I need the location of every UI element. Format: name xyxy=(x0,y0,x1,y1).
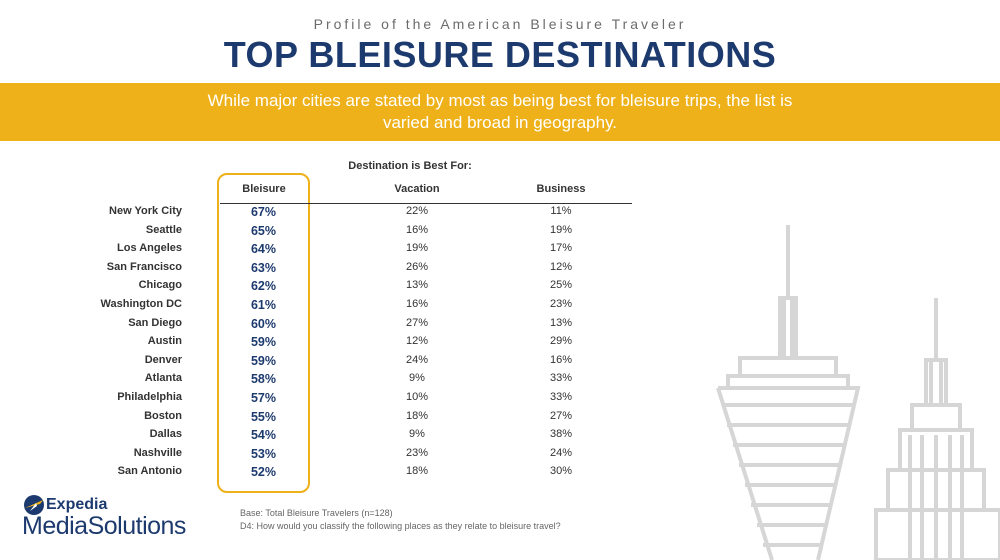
city-name: Dallas xyxy=(149,428,182,441)
table-row: Denver 59% 24% 16% xyxy=(0,354,640,373)
city-name: Chicago xyxy=(138,279,182,292)
vacation-value: 12% xyxy=(405,335,429,348)
city-name: Denver xyxy=(144,353,182,366)
bleisure-value: 60% xyxy=(250,316,277,331)
table-row: San Diego 60% 27% 13% xyxy=(0,317,640,336)
business-value: 23% xyxy=(549,298,573,310)
bleisure-value: 58% xyxy=(250,372,277,387)
vacation-value: 24% xyxy=(405,353,429,366)
bleisure-value: 53% xyxy=(250,446,277,461)
table-row: San Antonio 52% 18% 30% xyxy=(0,465,640,484)
bleisure-column-highlight xyxy=(217,173,310,493)
column-header-bleisure: Bleisure xyxy=(242,183,286,195)
table-row: Seattle 65% 16% 19% xyxy=(0,224,640,243)
bleisure-value: 59% xyxy=(250,353,277,368)
header-rule xyxy=(220,203,632,204)
bleisure-value: 59% xyxy=(250,335,277,350)
bleisure-value: 54% xyxy=(250,428,277,443)
page-title: TOP BLEISURE DESTINATIONS xyxy=(223,34,777,75)
table-row: Los Angeles 64% 19% 17% xyxy=(0,242,640,261)
table-row: Nashville 53% 23% 24% xyxy=(0,447,640,466)
vacation-value: 16% xyxy=(405,298,429,310)
page-subtitle: Profile of the American Bleisure Travele… xyxy=(313,16,687,32)
business-value: 17% xyxy=(549,242,573,255)
city-name: Los Angeles xyxy=(117,242,182,255)
bleisure-value: 57% xyxy=(250,391,277,405)
vacation-value: 16% xyxy=(405,223,429,236)
table-row: Washington DC 61% 16% 23% xyxy=(0,298,640,317)
base-note: Base: Total Bleisure Travelers (n=128) xyxy=(240,508,393,518)
bleisure-value: 63% xyxy=(250,260,277,275)
vacation-value: 18% xyxy=(405,409,429,422)
banner-text: While major cities are stated by most as… xyxy=(207,91,793,132)
vacation-value: 27% xyxy=(405,316,429,329)
table-row: Atlanta 58% 9% 33% xyxy=(0,372,640,391)
vacation-value: 18% xyxy=(405,465,429,478)
table-row: Dallas 54% 9% 38% xyxy=(0,428,640,447)
bleisure-value: 61% xyxy=(250,298,277,312)
bleisure-value: 65% xyxy=(250,223,277,238)
business-value: 19% xyxy=(549,223,573,236)
vacation-value: 9% xyxy=(409,372,425,385)
bleisure-value: 62% xyxy=(250,279,277,294)
table-row: Chicago 62% 13% 25% xyxy=(0,279,640,298)
business-value: 30% xyxy=(549,465,573,478)
column-header-vacation: Vacation xyxy=(394,183,440,195)
business-value: 11% xyxy=(550,205,572,217)
city-name: New York City xyxy=(109,205,182,217)
bleisure-value: 52% xyxy=(250,465,277,480)
city-name: Nashville xyxy=(133,446,182,459)
column-header-business: Business xyxy=(536,183,586,195)
business-value: 27% xyxy=(549,409,573,422)
banner: While major cities are stated by most as… xyxy=(0,83,1000,141)
city-name: Philadelphia xyxy=(117,391,182,403)
skyline-illustration xyxy=(716,225,1000,560)
question-note: D4: How would you classify the following… xyxy=(240,521,561,531)
city-name: Austin xyxy=(147,335,182,348)
business-value: 16% xyxy=(549,353,573,366)
business-value: 33% xyxy=(549,372,573,385)
table-row: Austin 59% 12% 29% xyxy=(0,335,640,354)
city-name: San Antonio xyxy=(117,465,182,478)
expedia-globe-icon xyxy=(24,495,44,515)
vacation-value: 22% xyxy=(405,205,429,217)
table-row: Philadelphia 57% 10% 33% xyxy=(0,391,640,410)
bleisure-value: 64% xyxy=(250,242,277,257)
business-value: 24% xyxy=(549,446,573,459)
vacation-value: 10% xyxy=(405,391,429,403)
vacation-value: 26% xyxy=(405,260,429,273)
vacation-value: 19% xyxy=(405,242,429,255)
vacation-value: 23% xyxy=(405,446,429,459)
logo-media-solutions: MediaSolutions xyxy=(22,512,186,540)
business-value: 12% xyxy=(549,260,573,273)
table-row: New York City 67% 22% 11% xyxy=(0,205,640,224)
table-row: Boston 55% 18% 27% xyxy=(0,410,640,429)
business-value: 29% xyxy=(549,335,573,348)
logo-expedia: Expedia xyxy=(46,496,108,513)
table-row: San Francisco 63% 26% 12% xyxy=(0,261,640,280)
vacation-value: 9% xyxy=(409,428,425,441)
business-value: 13% xyxy=(549,316,573,329)
city-name: San Diego xyxy=(128,316,182,329)
bleisure-value: 55% xyxy=(250,409,277,424)
business-value: 33% xyxy=(549,391,573,403)
city-name: Boston xyxy=(144,409,182,422)
bleisure-value: 67% xyxy=(250,205,277,219)
business-value: 38% xyxy=(549,428,573,441)
vacation-value: 13% xyxy=(405,279,429,292)
city-name: San Francisco xyxy=(106,260,182,273)
city-name: Washington DC xyxy=(100,298,182,310)
business-value: 25% xyxy=(549,279,573,292)
table-group-header: Destination is Best For: xyxy=(348,160,472,172)
city-name: Seattle xyxy=(145,223,182,236)
city-name: Atlanta xyxy=(144,372,182,385)
